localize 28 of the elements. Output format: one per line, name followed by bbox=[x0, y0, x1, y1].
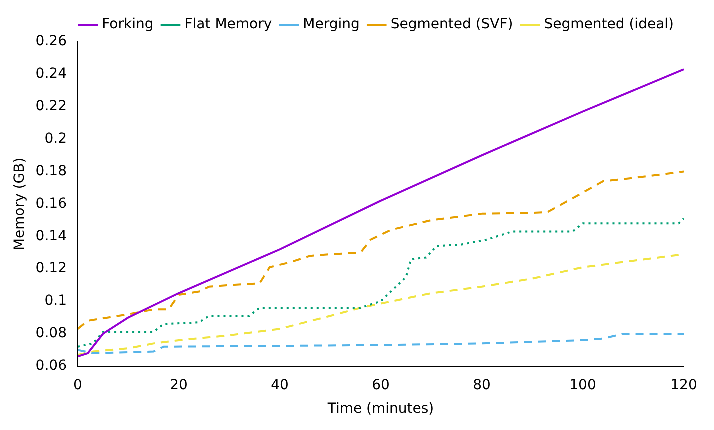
x-axis-title: Time (minutes) bbox=[326, 401, 434, 418]
line-series bbox=[78, 170, 684, 330]
legend-label: Segmented (ideal) bbox=[544, 16, 674, 33]
line-series bbox=[78, 332, 684, 354]
x-tick-label: 0 bbox=[74, 377, 82, 394]
x-tick-label: 120 bbox=[670, 377, 698, 394]
y-tick-label: 0.14 bbox=[36, 228, 68, 244]
legend-label: Merging bbox=[303, 16, 360, 33]
legend-label: Flat Memory bbox=[184, 16, 272, 33]
y-tick-label: 0.2 bbox=[44, 130, 67, 147]
y-tick-label: 0.08 bbox=[36, 326, 67, 342]
line-series bbox=[78, 218, 684, 348]
y-tick-label: 0.18 bbox=[36, 163, 67, 180]
y-tick-label: 0.06 bbox=[36, 358, 68, 374]
legend-label: Segmented (SVF) bbox=[390, 16, 514, 33]
y-axis-title: Memory (GB) bbox=[12, 158, 28, 251]
x-tick-label: 100 bbox=[570, 377, 596, 394]
y-tick-label: 0.16 bbox=[36, 196, 68, 212]
x-tick-label: 60 bbox=[372, 377, 390, 394]
y-tick-label: 0.1 bbox=[44, 293, 67, 310]
y-tick-label: 0.26 bbox=[36, 34, 68, 50]
y-tick-label: 0.12 bbox=[36, 260, 67, 277]
y-tick-label: 0.22 bbox=[36, 98, 67, 115]
x-tick-label: 40 bbox=[271, 377, 289, 394]
legend-label: Forking bbox=[102, 16, 154, 33]
x-tick-label: 80 bbox=[473, 377, 491, 394]
y-tick-label: 0.24 bbox=[36, 66, 68, 82]
x-tick-label: 20 bbox=[170, 377, 188, 394]
